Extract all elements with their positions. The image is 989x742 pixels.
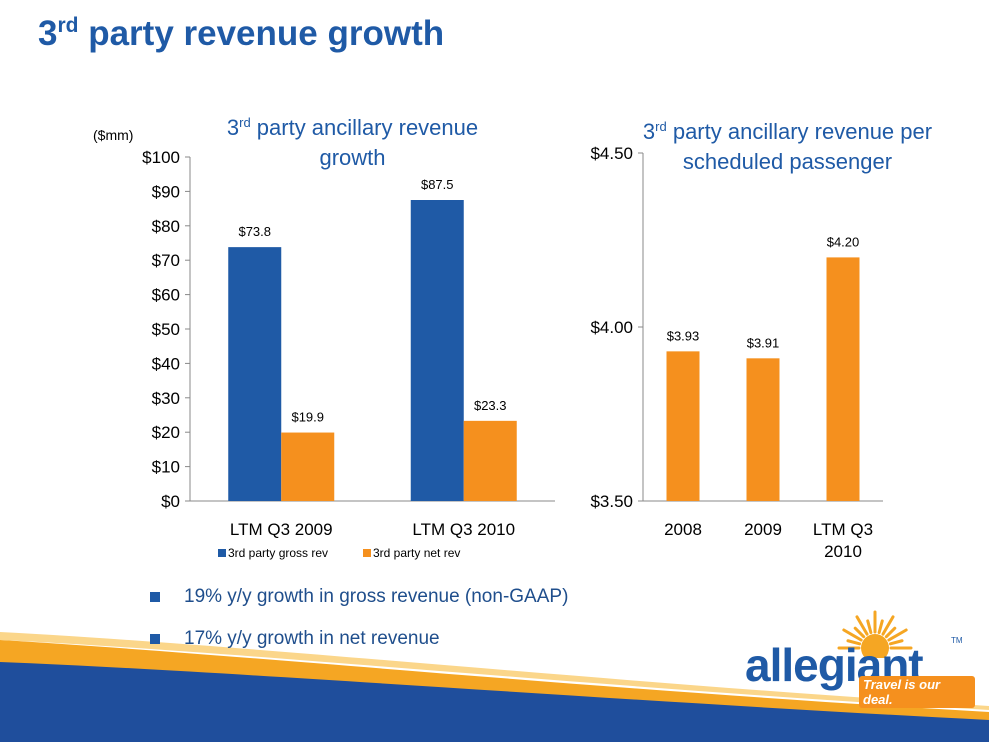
bullet-square-icon — [150, 634, 160, 644]
data-label: $73.8 — [238, 224, 271, 239]
y-tick-label: $80 — [152, 217, 180, 236]
x-tick-label: 2009 — [744, 520, 782, 539]
sun-ray — [853, 626, 866, 639]
y-tick-label: $10 — [152, 458, 180, 477]
bar — [281, 432, 335, 501]
y-tick-label: $60 — [152, 286, 180, 305]
y-tick-label: $70 — [152, 251, 180, 270]
data-label: $19.9 — [291, 410, 324, 425]
allegiant-logo: allegiant TM Travel is our deal. — [745, 608, 975, 708]
y-tick-label: $20 — [152, 423, 180, 442]
legend-swatch — [218, 549, 226, 557]
bar — [666, 351, 700, 501]
logo-tagline: Travel is our deal. — [859, 676, 975, 708]
legend-label: 3rd party gross rev — [228, 546, 328, 560]
y-tick-label: $90 — [152, 182, 180, 201]
left-chart-unit-label: ($mm) — [93, 127, 133, 143]
sun-ray — [877, 619, 884, 635]
y-tick-label: $100 — [142, 148, 180, 167]
bar — [463, 420, 517, 501]
legend-label: 3rd party net rev — [373, 546, 460, 560]
left-bar-chart: $0 $10 $20 $30 $40 $50 $60 $70 $80 $90 $100 LTM Q3 … — [142, 148, 555, 560]
y-tick-label: $3.50 — [590, 492, 633, 511]
sun-ray — [842, 628, 863, 642]
sun-ray — [881, 615, 895, 636]
y-tick-label: $4.00 — [590, 318, 633, 337]
y-tick-label: $40 — [152, 354, 180, 373]
data-label: $3.91 — [747, 335, 780, 350]
data-label: $3.93 — [667, 328, 700, 343]
sun-ray — [855, 615, 869, 636]
bottom-swoosh-blue — [0, 662, 989, 742]
legend-swatch — [363, 549, 371, 557]
y-tick-label: $50 — [152, 320, 180, 339]
bar — [826, 257, 860, 501]
sun-ray — [866, 619, 873, 635]
bar — [746, 358, 780, 501]
x-tick-label: 2008 — [664, 520, 702, 539]
page-title: 3rd party revenue growth — [38, 14, 445, 53]
sun-icon — [837, 610, 913, 658]
sun-ray — [888, 639, 904, 646]
x-tick-label: LTM Q3 2010 — [412, 520, 515, 539]
sun-ray — [887, 628, 908, 642]
bar — [228, 247, 282, 501]
y-tick-label: $4.50 — [590, 144, 633, 163]
left-chart-title: 3rd party ancillary revenue growth — [226, 115, 479, 170]
data-label: $23.3 — [474, 398, 507, 413]
y-tick-label: $0 — [161, 492, 180, 511]
bullet-list: 19% y/y growth in gross revenue (non-GAA… — [150, 586, 568, 670]
x-tick-label: LTM Q3 — [813, 520, 873, 539]
y-tick-label: $30 — [152, 389, 180, 408]
x-tick-label: 2010 — [824, 542, 862, 561]
bar — [410, 200, 464, 501]
sun-ray — [846, 639, 862, 646]
right-bar-chart: $3.50 $4.00 $4.50 2008 $3.93 2009 $3.91 LTM Q3 2… — [590, 144, 883, 561]
bullet-square-icon — [150, 592, 160, 602]
data-label: $4.20 — [827, 234, 860, 249]
right-chart-title: 3rd party ancillary revenue per schedule… — [642, 119, 933, 174]
bullet-item: 19% y/y growth in gross revenue (non-GAA… — [150, 586, 568, 608]
bottom-swoosh-light — [0, 632, 989, 710]
bullet-item: 17% y/y growth in net revenue — [150, 628, 568, 650]
logo-trademark: TM — [951, 636, 963, 645]
sun-ray — [884, 626, 897, 639]
x-tick-label: LTM Q3 2009 — [230, 520, 333, 539]
data-label: $87.5 — [421, 177, 454, 192]
